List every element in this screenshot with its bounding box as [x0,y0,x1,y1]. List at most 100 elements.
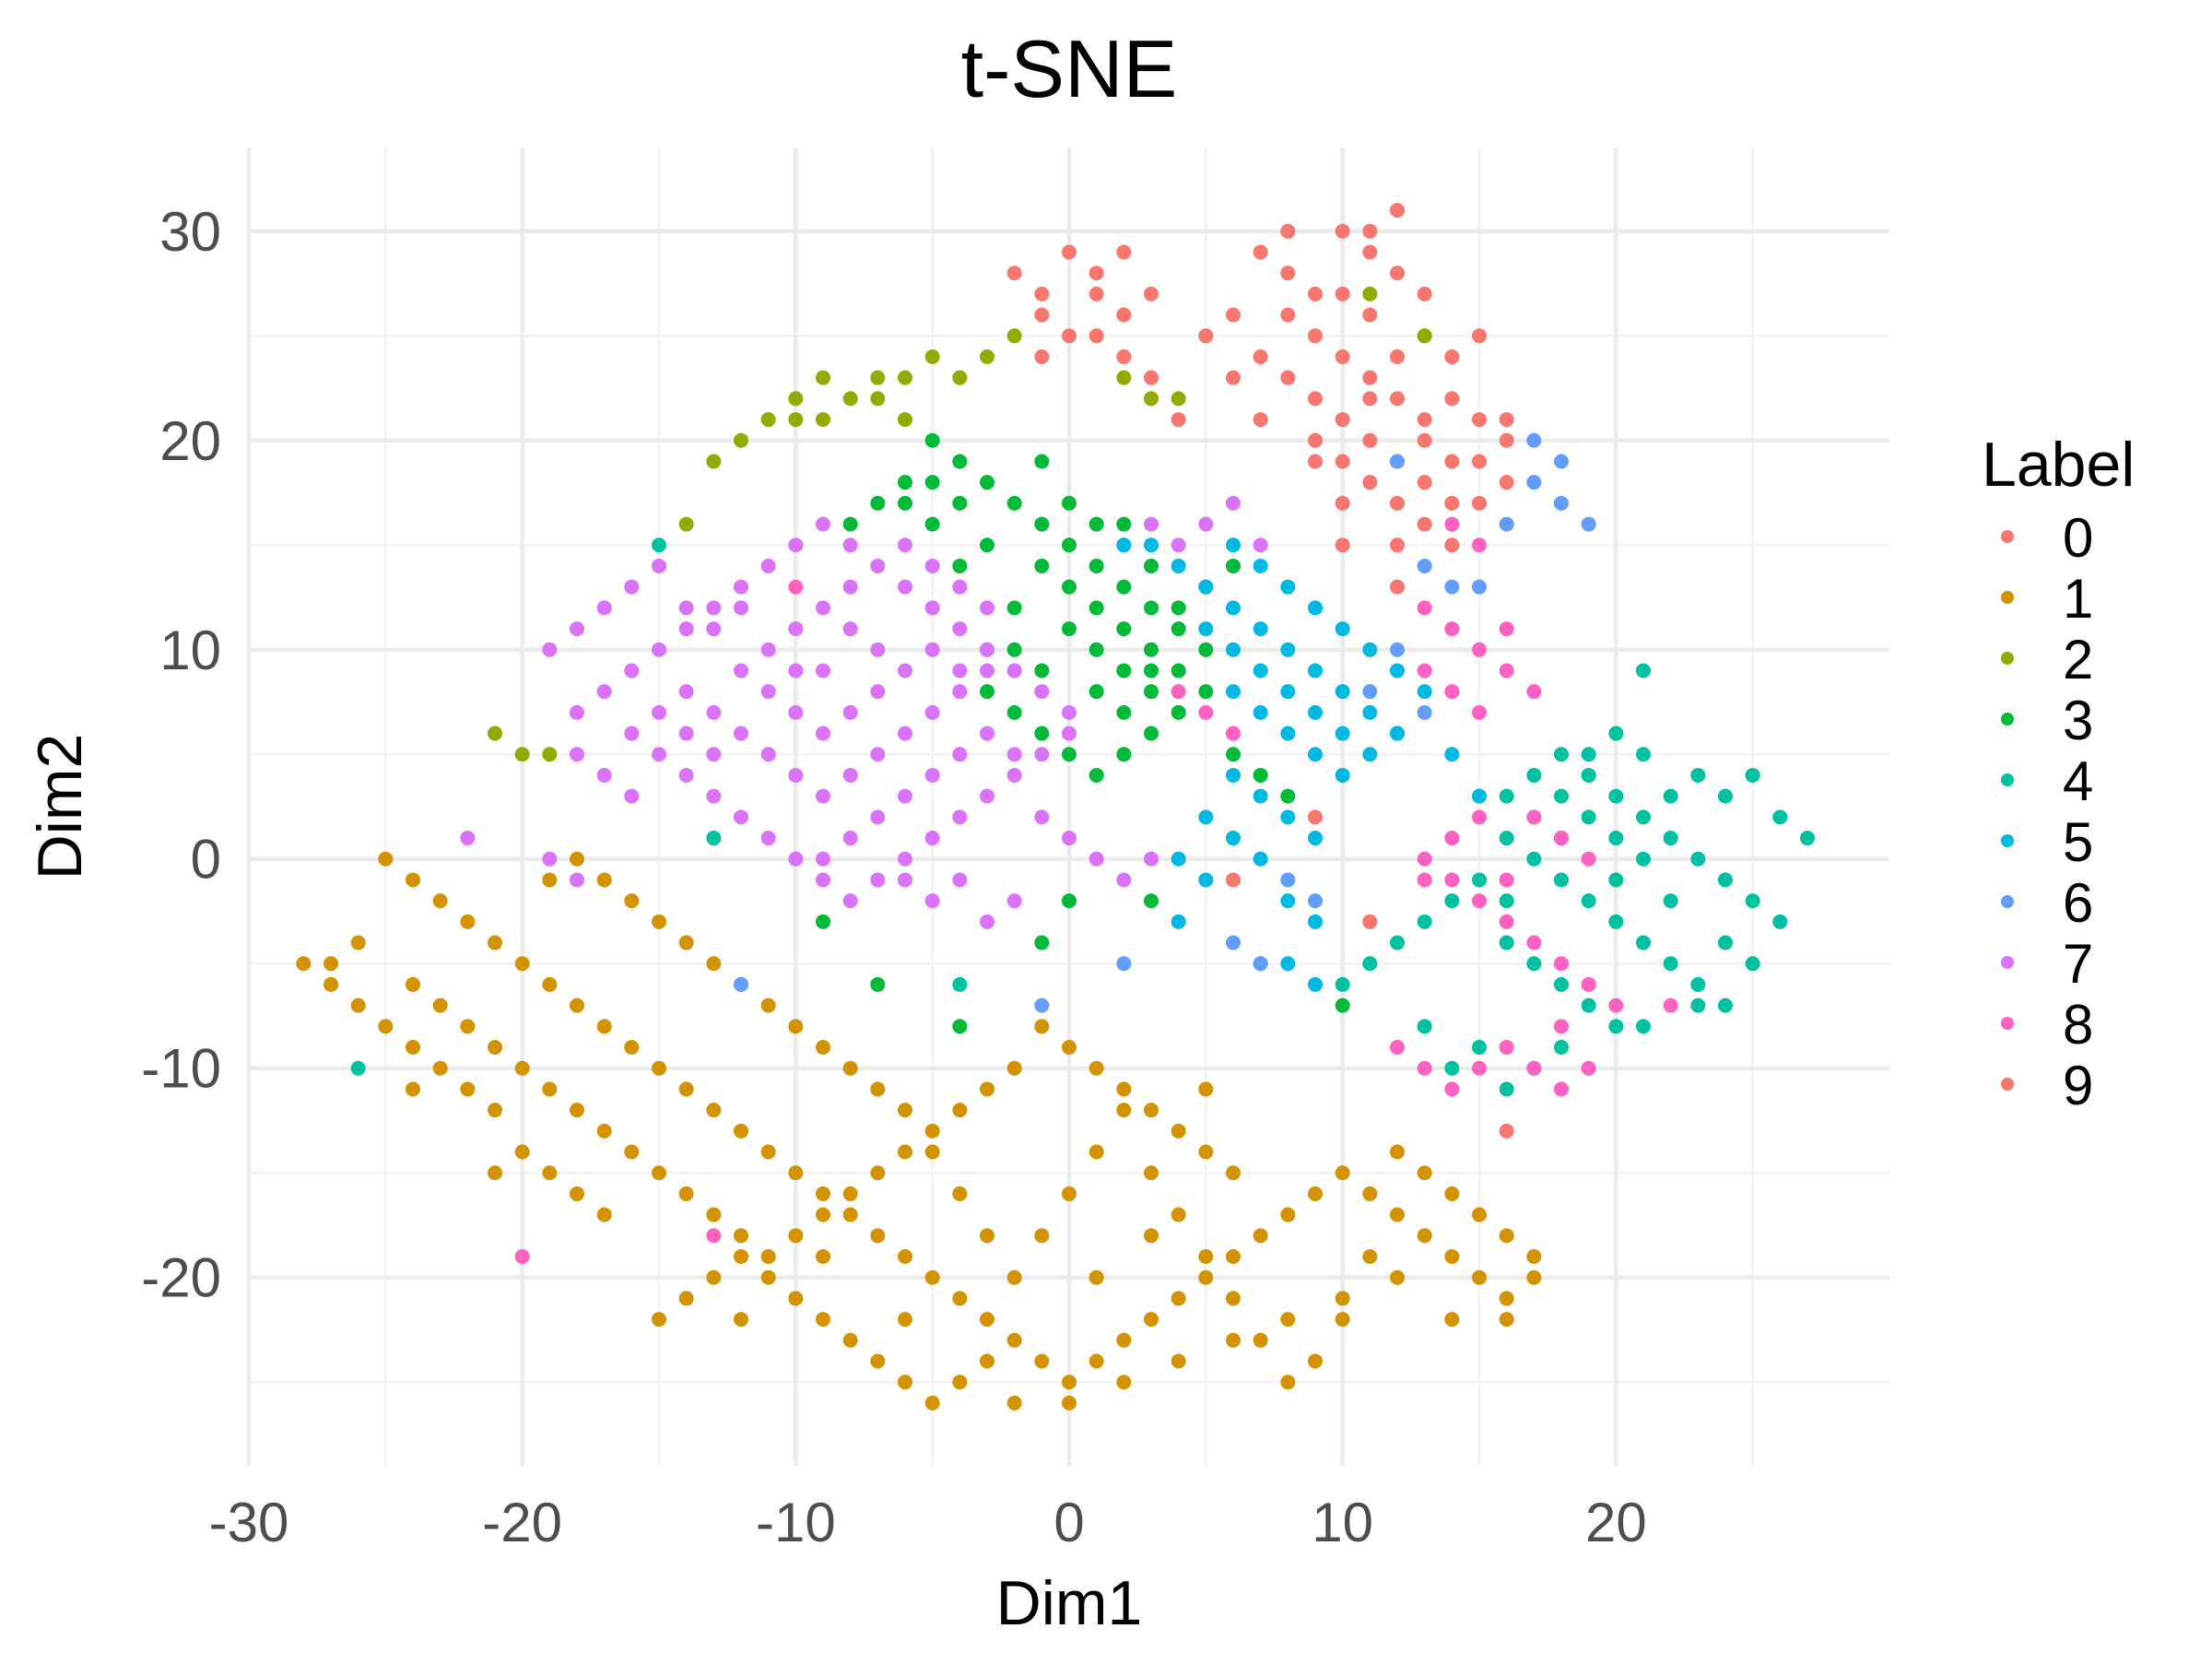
series-8 [514,516,1678,1265]
data-point [1144,600,1159,616]
data-point [1308,663,1323,679]
data-point [924,432,940,448]
data-point [1499,432,1514,448]
data-point [1280,809,1296,825]
data-point [1308,747,1323,762]
data-point [542,1165,558,1181]
data-point [1362,914,1378,929]
data-point [1472,537,1487,553]
data-point [1226,642,1241,657]
data-point [1417,516,1432,532]
data-point [842,516,858,532]
data-point [1034,286,1050,301]
data-point [734,726,748,741]
data-point [1335,997,1350,1013]
data-point [1006,642,1022,657]
data-point [1636,1019,1651,1034]
x-tick-label: -30 [209,1492,289,1553]
data-point [1526,1249,1542,1265]
data-point [488,1103,502,1118]
data-point [816,1186,830,1201]
data-point [788,537,804,553]
data-point [350,997,366,1013]
data-point [734,1123,748,1139]
legend-key [2001,895,2014,908]
data-point [1308,831,1323,846]
data-point [1444,621,1460,637]
data-point [1034,307,1050,323]
data-point [1280,893,1296,909]
data-point [1499,1291,1514,1306]
data-point [870,1165,886,1181]
data-point [596,600,612,616]
data-point [1144,391,1159,407]
data-point [760,412,776,428]
data-point [1444,1249,1460,1265]
data-point [570,851,584,867]
data-point [1144,516,1159,532]
data-point [1499,788,1514,804]
data-point [1444,872,1460,888]
data-point [1308,704,1323,720]
data-point [1417,684,1432,700]
data-point [1088,286,1104,301]
data-point [1034,1019,1050,1034]
legend-key [2001,713,2014,726]
data-point [1335,684,1350,700]
data-point [1144,1312,1159,1328]
data-point [488,935,502,950]
data-point [760,558,776,573]
series-7 [460,495,1268,929]
data-point [980,684,994,700]
data-point [1280,1375,1296,1390]
data-point [898,1144,912,1160]
data-point [542,976,558,992]
y-tick-label: 30 [159,201,221,263]
data-point [1253,1228,1268,1244]
data-point [816,370,830,385]
data-point [788,704,804,720]
data-point [980,726,994,741]
data-point [952,621,968,637]
data-point [1690,997,1706,1013]
data-point [1444,391,1460,407]
data-point [1088,1269,1104,1285]
data-point [706,956,722,972]
data-point [596,872,612,888]
data-point [1499,516,1514,532]
data-point [1581,851,1596,867]
y-tick-label: 20 [159,410,221,472]
data-point [1499,872,1514,888]
data-point [1198,1081,1214,1097]
data-point [1034,935,1050,950]
data-point [652,1312,666,1328]
y-tick-label: -10 [141,1038,221,1100]
data-point [460,831,476,846]
data-point [542,642,558,657]
data-point [1745,767,1760,783]
data-point [1226,1165,1241,1181]
data-point [1034,809,1050,825]
data-point [1034,1228,1050,1244]
data-point [706,747,722,762]
data-point [324,956,338,972]
data-point [678,516,694,532]
data-point [1144,286,1159,301]
data-point [1554,454,1569,469]
data-point [1062,621,1077,637]
data-point [1308,286,1323,301]
data-point [1006,767,1022,783]
data-point [432,997,448,1013]
data-point [1034,663,1050,679]
legend-key [2001,956,2014,969]
data-point [816,726,830,741]
data-point [1144,370,1159,385]
data-point [788,1165,804,1181]
data-point [842,1207,858,1222]
data-point [1171,684,1186,700]
data-point [1335,286,1350,301]
data-point [1308,391,1323,407]
data-point [1308,809,1323,825]
data-point [898,412,912,428]
